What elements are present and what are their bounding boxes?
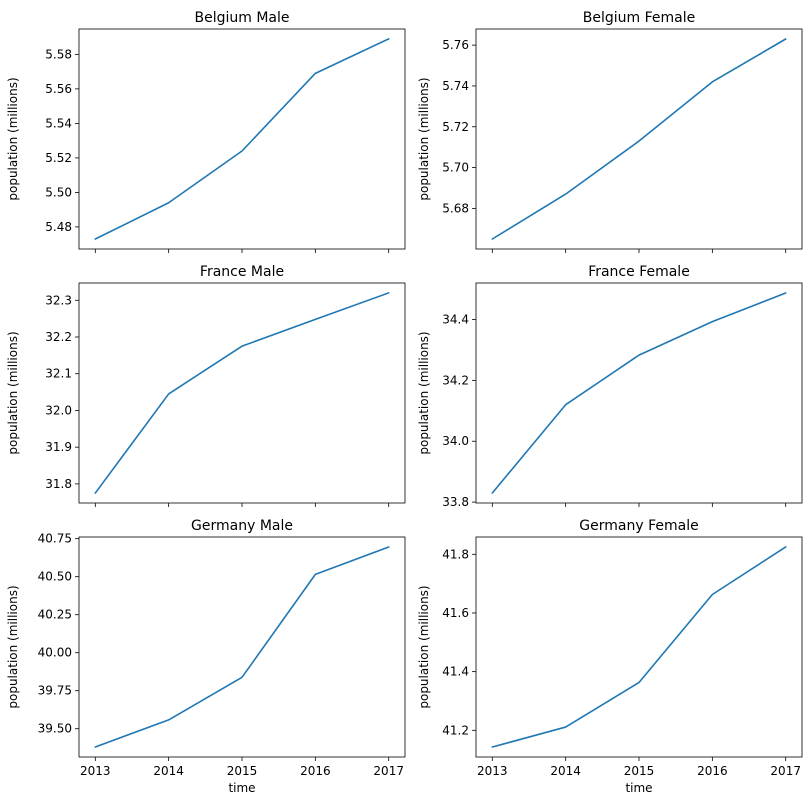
y-tick-label: 5.76 [442, 38, 469, 52]
axes-frame [78, 282, 406, 504]
x-tick-label: 2013 [477, 764, 508, 778]
series-line [491, 38, 787, 240]
y-axis-label: population (millions) [6, 77, 20, 200]
series-line [491, 292, 787, 494]
x-tick-label: 2016 [300, 764, 331, 778]
y-tick-label: 5.50 [45, 185, 72, 199]
y-tick-label: 32.1 [45, 367, 72, 381]
x-tick-label: 2017 [373, 764, 404, 778]
x-tick-label: 2015 [624, 764, 655, 778]
y-tick-label: 5.48 [45, 220, 72, 234]
chart-title: France Male [200, 264, 284, 280]
y-tick-label: 34.4 [442, 313, 469, 327]
axes-frame [78, 536, 406, 758]
subplot-belgium-male: Belgium Male 5.48 5.50 5.52 5.54 5.56 5.58 popu… [6, 10, 406, 253]
y-axis-label: population (millions) [6, 331, 20, 454]
y-axis-label: population (millions) [417, 77, 431, 200]
chart-title: Germany Male [191, 518, 293, 534]
y-tick-label: 5.54 [45, 116, 72, 130]
x-axis-label: time [625, 781, 652, 795]
x-axis-label: time [228, 781, 255, 795]
y-tick-label: 5.58 [45, 47, 72, 61]
y-tick-label: 5.74 [442, 79, 469, 93]
y-tick-label: 5.56 [45, 82, 72, 96]
y-tick-label: 40.75 [38, 532, 72, 546]
y-tick-label: 5.68 [442, 201, 469, 215]
y-tick-label: 39.75 [38, 684, 72, 698]
y-tick-label: 5.70 [442, 161, 469, 175]
chart-title: Belgium Male [194, 10, 289, 26]
subplot-belgium-female: Belgium Female 5.68 5.70 5.72 5.74 5.76 popula… [417, 10, 803, 253]
y-tick-label: 39.50 [38, 722, 72, 736]
series-line [94, 546, 390, 748]
chart-title: France Female [588, 264, 690, 280]
y-axis-label: population (millions) [417, 331, 431, 454]
y-tick-label: 31.9 [45, 440, 72, 454]
subplot-france-male: France Male 31.8 31.9 32.0 32.1 32.2 32.3 popul… [6, 264, 406, 507]
axes-frame [78, 28, 406, 250]
y-tick-label: 33.8 [442, 495, 469, 509]
y-tick-label: 41.2 [442, 723, 469, 737]
x-tick-label: 2016 [697, 764, 728, 778]
y-tick-label: 40.00 [38, 646, 72, 660]
series-line [94, 292, 390, 494]
y-tick-label: 34.2 [442, 373, 469, 387]
y-tick-label: 34.0 [442, 434, 469, 448]
subplot-germany-male: Germany Male 39.50 39.75 40.00 40.25 40.50 40.… [6, 518, 406, 795]
y-tick-label: 40.50 [38, 570, 72, 584]
axes-frame [475, 282, 803, 504]
series-line [94, 38, 390, 240]
subplot-germany-female: Germany Female 41.2 41.4 41.6 41.8 2013 2014 20… [417, 518, 803, 795]
x-tick-label: 2013 [80, 764, 111, 778]
y-axis-label: population (millions) [6, 585, 20, 708]
y-tick-label: 32.3 [45, 293, 72, 307]
y-axis-label: population (millions) [417, 585, 431, 708]
y-tick-label: 41.4 [442, 665, 469, 679]
x-tick-label: 2014 [550, 764, 581, 778]
y-tick-label: 32.0 [45, 403, 72, 417]
x-tick-label: 2015 [227, 764, 258, 778]
chart-title: Belgium Female [583, 10, 695, 26]
y-tick-label: 41.8 [442, 547, 469, 561]
y-tick-label: 32.2 [45, 330, 72, 344]
chart-title: Germany Female [579, 518, 698, 534]
axes-frame [475, 536, 803, 758]
y-tick-label: 5.72 [442, 120, 469, 134]
x-tick-label: 2017 [770, 764, 801, 778]
series-line [491, 546, 787, 748]
subplot-france-female: France Female 33.8 34.0 34.2 34.4 population … [417, 264, 803, 509]
y-tick-label: 5.52 [45, 151, 72, 165]
y-tick-label: 40.25 [38, 608, 72, 622]
y-tick-label: 41.6 [442, 606, 469, 620]
x-tick-label: 2014 [153, 764, 184, 778]
axes-frame [475, 28, 803, 250]
y-tick-label: 31.8 [45, 477, 72, 491]
